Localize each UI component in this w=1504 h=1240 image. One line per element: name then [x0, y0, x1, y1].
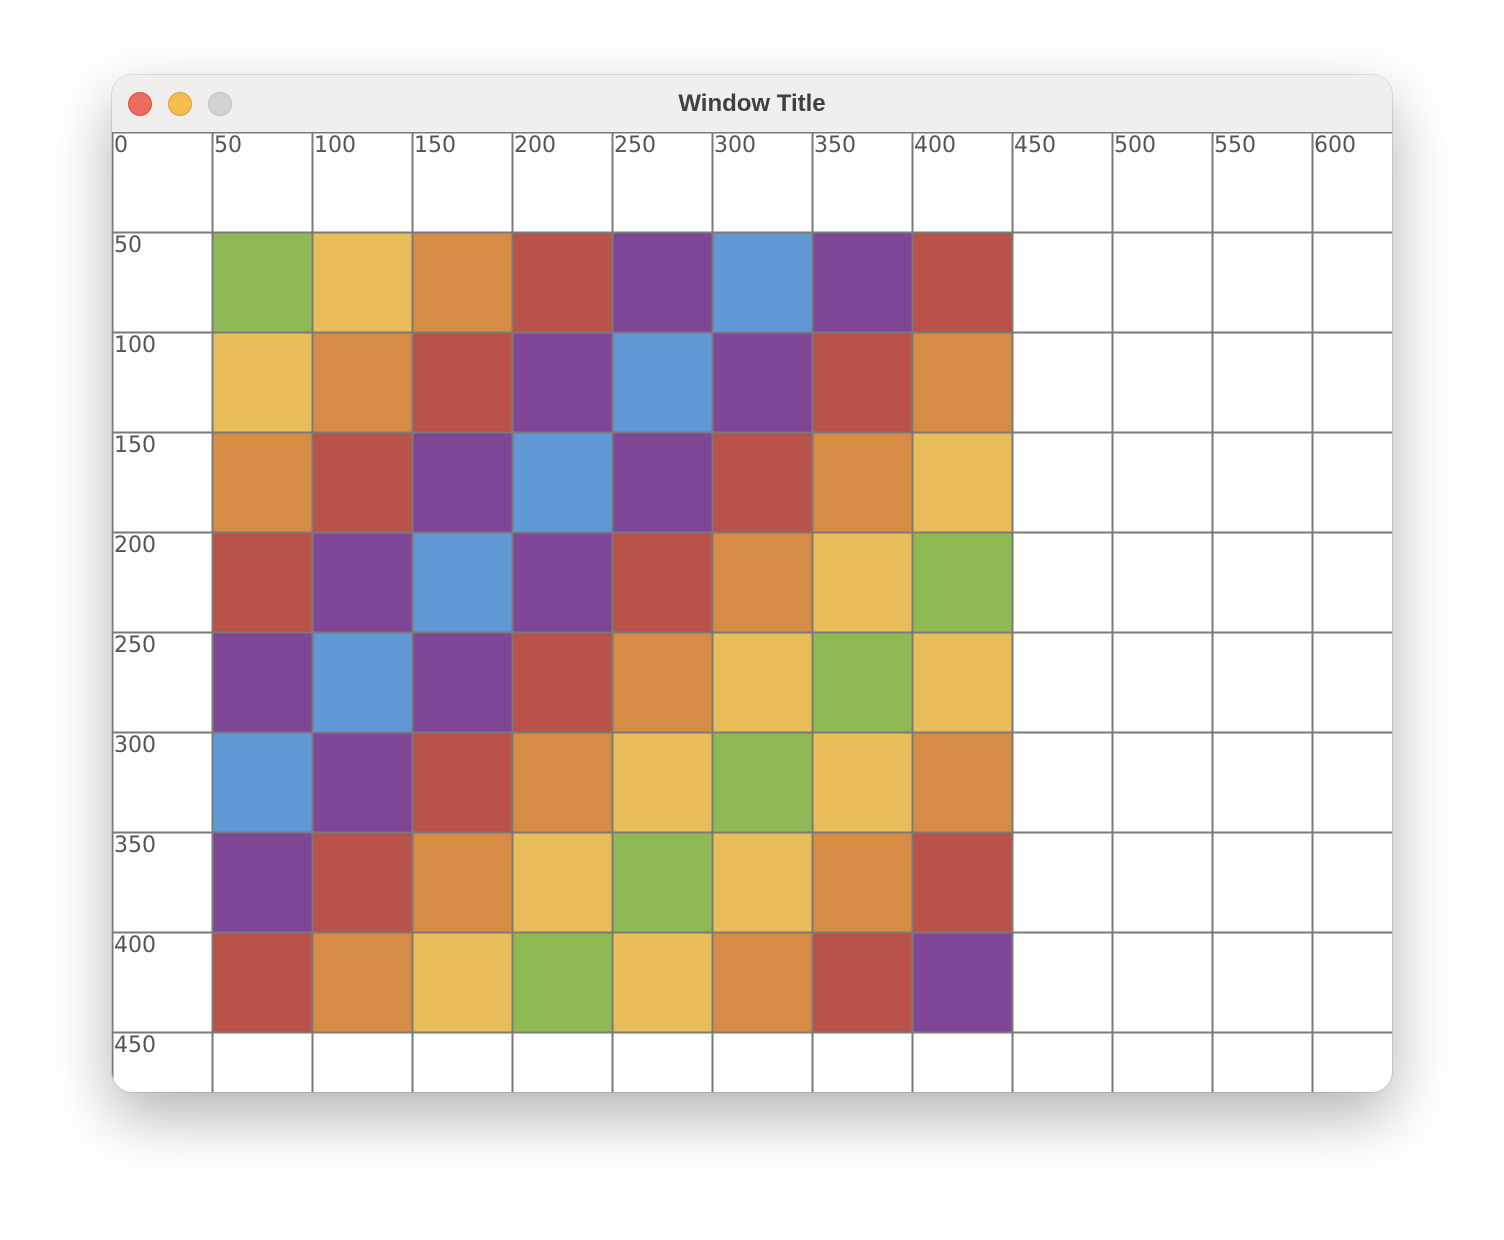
grid-cell-r7-c2 — [312, 832, 412, 932]
grid-cell-r5-c5 — [612, 632, 712, 732]
x-axis-label: 250 — [614, 133, 656, 158]
zoom-button[interactable] — [208, 92, 232, 116]
grid-cell-r7-c8 — [912, 832, 1012, 932]
y-axis-label: 100 — [114, 333, 156, 358]
y-axis-label: 250 — [114, 633, 156, 658]
x-axis-label: 50 — [214, 133, 242, 158]
grid-cell-r2-c8 — [912, 332, 1012, 432]
grid-cell-r1-c1 — [212, 232, 312, 332]
grid-cell-r3-c8 — [912, 432, 1012, 532]
grid-cell-r7-c6 — [712, 832, 812, 932]
grid-cell-r2-c1 — [212, 332, 312, 432]
grid-cell-r8-c6 — [712, 932, 812, 1032]
grid-cell-r5-c2 — [312, 632, 412, 732]
grid-cell-r2-c2 — [312, 332, 412, 432]
grid-cell-r3-c1 — [212, 432, 312, 532]
grid-cell-r7-c1 — [212, 832, 312, 932]
grid-cell-r2-c3 — [412, 332, 512, 432]
y-axis-label: 300 — [114, 733, 156, 758]
grid-cell-r8-c7 — [812, 932, 912, 1032]
grid-cell-r3-c4 — [512, 432, 612, 532]
grid-cell-r8-c4 — [512, 932, 612, 1032]
app-window: Window Title 0 50 100 150 200 250 300 350 400 450… — [112, 75, 1392, 1092]
grid-cell-r3-c5 — [612, 432, 712, 532]
x-axis-label: 150 — [414, 133, 456, 158]
grid-cell-r1-c3 — [412, 232, 512, 332]
x-axis-label: 400 — [914, 133, 956, 158]
x-axis-label: 550 — [1214, 133, 1256, 158]
grid-cell-r5-c6 — [712, 632, 812, 732]
window-title: Window Title — [678, 90, 826, 117]
close-button[interactable] — [128, 92, 152, 116]
grid-cell-r2-c5 — [612, 332, 712, 432]
grid-cell-r1-c8 — [912, 232, 1012, 332]
y-axis-label: 400 — [114, 933, 156, 958]
grid-cell-r4-c8 — [912, 532, 1012, 632]
y-axis-label: 450 — [114, 1033, 156, 1058]
grid-cell-r7-c5 — [612, 832, 712, 932]
grid-cell-r6-c1 — [212, 732, 312, 832]
grid-cell-r5-c7 — [812, 632, 912, 732]
y-axis-label: 350 — [114, 833, 156, 858]
grid-cell-r8-c5 — [612, 932, 712, 1032]
grid-cell-r4-c2 — [312, 532, 412, 632]
grid-cell-r4-c6 — [712, 532, 812, 632]
grid-cell-r1-c6 — [712, 232, 812, 332]
x-axis-label: 450 — [1014, 133, 1056, 158]
grid-cell-r6-c4 — [512, 732, 612, 832]
grid-cell-r2-c4 — [512, 332, 612, 432]
grid-cell-r6-c8 — [912, 732, 1012, 832]
grid-cell-r4-c7 — [812, 532, 912, 632]
x-axis-label: 200 — [514, 133, 556, 158]
grid-cell-r6-c5 — [612, 732, 712, 832]
grid-cell-r1-c4 — [512, 232, 612, 332]
y-axis-label: 200 — [114, 533, 156, 558]
grid-cell-r4-c1 — [212, 532, 312, 632]
x-axis-label: 600 — [1314, 133, 1356, 158]
grid-cell-r4-c4 — [512, 532, 612, 632]
grid-lines — [112, 132, 1392, 1092]
grid-cell-r7-c4 — [512, 832, 612, 932]
minimize-button[interactable] — [168, 92, 192, 116]
grid-cell-r6-c7 — [812, 732, 912, 832]
x-axis-label: 100 — [314, 133, 356, 158]
colored-cells — [212, 232, 1012, 1032]
grid-cell-r6-c2 — [312, 732, 412, 832]
grid-cell-r2-c7 — [812, 332, 912, 432]
y-axis-label: 150 — [114, 433, 156, 458]
x-axis-label: 500 — [1114, 133, 1156, 158]
grid-cell-r3-c2 — [312, 432, 412, 532]
grid-cell-r3-c3 — [412, 432, 512, 532]
grid-cell-r8-c3 — [412, 932, 512, 1032]
x-axis-label: 0 — [114, 133, 128, 158]
title-bar: Window Title — [112, 75, 1392, 133]
grid-cell-r6-c3 — [412, 732, 512, 832]
grid-cell-r5-c1 — [212, 632, 312, 732]
grid-cell-r1-c2 — [312, 232, 412, 332]
grid-cell-r5-c8 — [912, 632, 1012, 732]
grid-cell-r3-c7 — [812, 432, 912, 532]
x-axis-label: 300 — [714, 133, 756, 158]
grid-cell-r1-c7 — [812, 232, 912, 332]
grid-cell-r8-c2 — [312, 932, 412, 1032]
grid-cell-r4-c3 — [412, 532, 512, 632]
grid-cell-r8-c8 — [912, 932, 1012, 1032]
grid-cell-r4-c5 — [612, 532, 712, 632]
grid-cell-r5-c3 — [412, 632, 512, 732]
grid-canvas: 0 50 100 150 200 250 300 350 400 450 500 550 600 50 10… — [112, 132, 1392, 1092]
grid-cell-r3-c6 — [712, 432, 812, 532]
grid-cell-r2-c6 — [712, 332, 812, 432]
y-axis-label: 50 — [114, 233, 142, 258]
x-axis-label: 350 — [814, 133, 856, 158]
grid-cell-r6-c6 — [712, 732, 812, 832]
axis-labels: 0 50 100 150 200 250 300 350 400 450 500 550 600 50 10… — [114, 133, 1356, 1058]
grid-cell-r7-c3 — [412, 832, 512, 932]
grid-cell-r1-c5 — [612, 232, 712, 332]
grid-cell-r7-c7 — [812, 832, 912, 932]
grid-svg: 0 50 100 150 200 250 300 350 400 450 500 550 600 50 10… — [112, 132, 1392, 1092]
grid-cell-r5-c4 — [512, 632, 612, 732]
grid-cell-r8-c1 — [212, 932, 312, 1032]
